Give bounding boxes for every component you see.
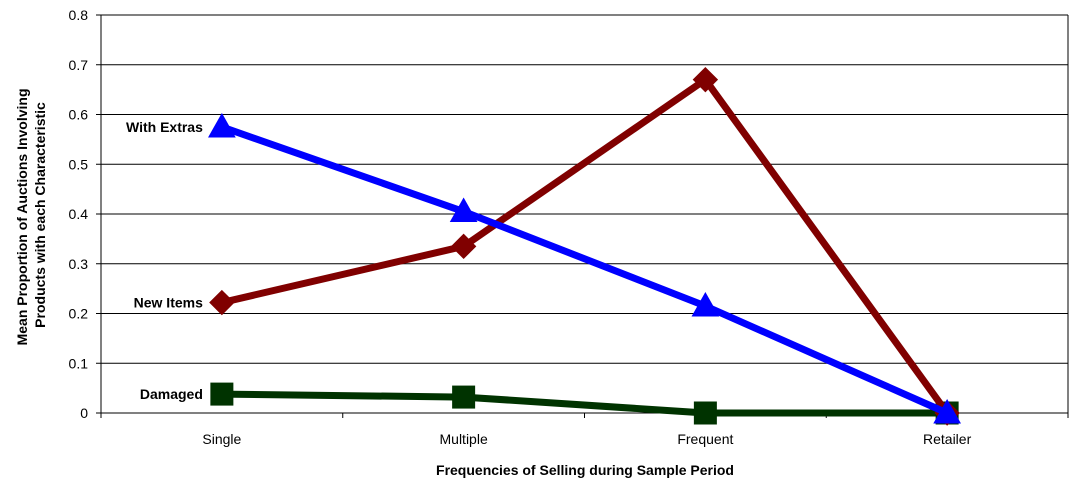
y-tick-label: 0.7 [69, 57, 89, 73]
x-tick-label: Retailer [923, 431, 972, 447]
data-point [452, 385, 476, 409]
series-group [208, 66, 961, 426]
y-tick-label: 0.4 [69, 206, 89, 222]
gridlines [101, 14, 1068, 364]
series-with-extras [208, 112, 961, 424]
y-tick-label: 0.5 [69, 156, 89, 172]
series-line [221, 76, 950, 416]
y-axis-title: Mean Proportion of Auctions Involving Pr… [14, 85, 48, 346]
series-label-damaged: Damaged [140, 386, 203, 402]
y-tick-label: 0.8 [69, 7, 89, 23]
x-tick-label: Multiple [440, 431, 488, 447]
x-tick-label: Single [202, 431, 241, 447]
x-tick-label: Frequent [677, 431, 733, 447]
y-tick-label: 0.6 [69, 107, 89, 123]
data-point [210, 382, 234, 406]
data-point [449, 197, 478, 223]
y-tick-label: 0.3 [69, 256, 89, 272]
series-label-with-extras: With Extras [126, 119, 203, 135]
series-labels: With Extras New Items Damaged [126, 119, 203, 402]
data-point [692, 66, 719, 93]
y-tick-label: 0.1 [69, 355, 89, 371]
series-line [220, 123, 949, 417]
y-tick-labels: 0 0.1 0.2 0.3 0.4 0.5 0.6 0.7 0.8 [69, 7, 89, 421]
data-point [450, 233, 477, 260]
data-point [933, 398, 961, 424]
series-label-new-items: New Items [134, 295, 203, 311]
data-point [691, 292, 720, 317]
data-point [693, 401, 717, 425]
y-axis-title-line-2: Products with each Characteristic [32, 102, 48, 328]
y-tick-label: 0 [80, 405, 88, 421]
axes [96, 14, 1069, 418]
x-axis-title: Frequencies of Selling during Sample Per… [436, 462, 734, 478]
y-axis-title-line-1: Mean Proportion of Auctions Involving [14, 88, 30, 345]
data-point [208, 112, 236, 138]
series-line [221, 390, 948, 417]
y-tick-label: 0.2 [69, 306, 89, 322]
data-point [209, 289, 235, 316]
x-tick-labels: Single Multiple Frequent Retailer [202, 431, 971, 447]
